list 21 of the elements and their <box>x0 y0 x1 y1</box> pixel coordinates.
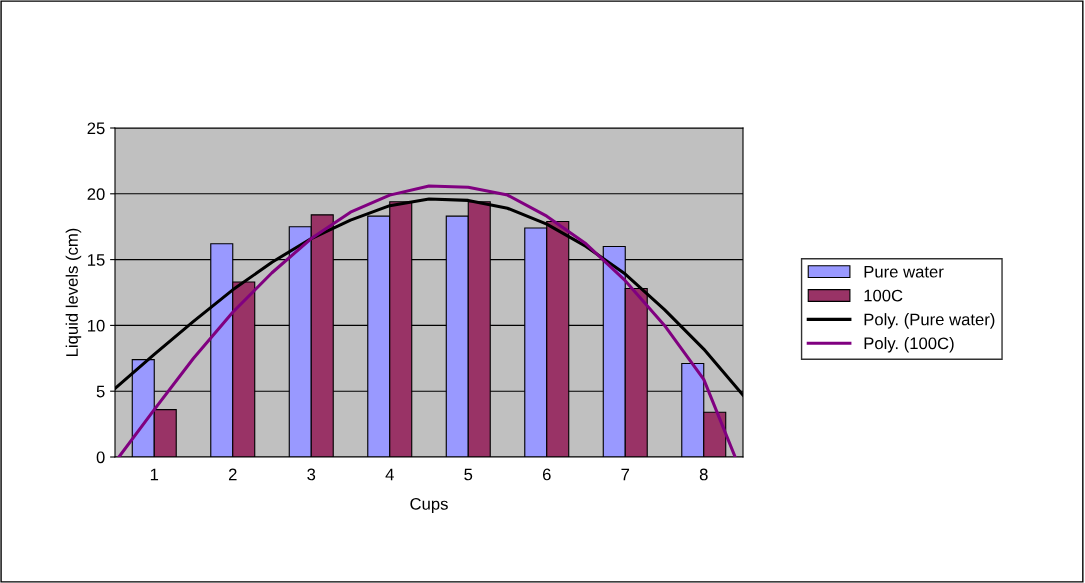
y-tick-label: 10 <box>88 319 105 332</box>
y-axis-title: Liquid levels (cm) <box>65 228 82 356</box>
legend-label: Poly. (100C) <box>864 336 954 353</box>
y-tick-label: 15 <box>88 254 105 266</box>
legend-label: Poly. (Pure water) <box>864 313 995 329</box>
y-tick-label: 25 <box>87 122 105 135</box>
x-tick-label: 2 <box>228 468 237 481</box>
line-series <box>117 184 737 457</box>
legend-label: 100C <box>864 289 903 302</box>
y-tick-label: 0 <box>96 451 105 464</box>
x-tick-label: 7 <box>621 468 630 481</box>
x-axis-title: Cups <box>410 497 448 514</box>
x-tick-label: 5 <box>464 468 473 481</box>
x-tick-label: 8 <box>699 468 708 481</box>
y-tick-label: 5 <box>96 385 105 398</box>
y-tick-label: 20 <box>87 188 105 200</box>
x-tick-label: 4 <box>385 468 394 481</box>
legend-label: Pure water <box>864 265 944 278</box>
x-tick-label: 1 <box>150 468 159 481</box>
x-tick-label: 3 <box>307 468 316 481</box>
x-tick-label: 6 <box>542 468 551 481</box>
